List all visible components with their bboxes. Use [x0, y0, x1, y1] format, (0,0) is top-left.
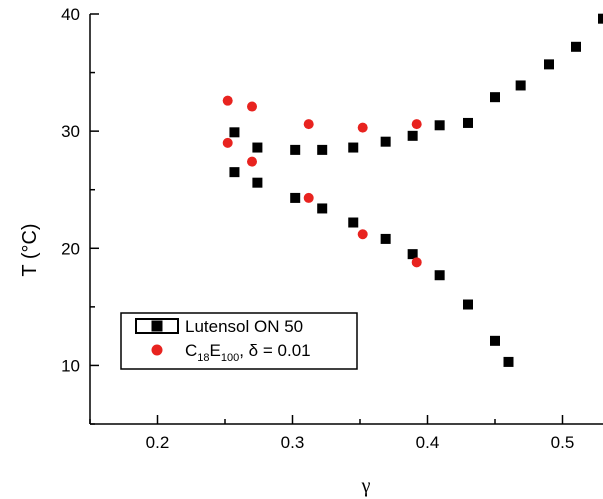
axes — [89, 14, 603, 425]
point-s0-20 — [503, 356, 514, 367]
point-s0-24 — [598, 13, 603, 24]
point-s0-10 — [380, 136, 391, 147]
point-s0-11 — [380, 233, 391, 244]
point-s0-9 — [348, 217, 359, 228]
x-tick-label-0: 0.2 — [146, 433, 170, 452]
point-s1-2 — [247, 101, 257, 112]
ticks — [89, 13, 564, 425]
point-s0-6 — [317, 144, 328, 155]
legend-label-lutensol: Lutensol ON 50 — [185, 317, 303, 336]
point-s1-6 — [357, 122, 368, 133]
point-s0-23 — [571, 41, 581, 52]
point-s1-1 — [222, 137, 233, 148]
tick-labels: 0.2 0.3 0.4 0.5 10 20 30 40 — [61, 5, 574, 452]
point-s0-18 — [490, 92, 500, 103]
legend-swatch-outline — [135, 318, 179, 334]
y-tick-label-1: 20 — [61, 239, 80, 258]
y-tick-label-0: 10 — [61, 356, 80, 375]
legend-marker-circle — [151, 344, 163, 356]
point-s0-16 — [463, 117, 473, 128]
x-tick-label-3: 0.5 — [551, 433, 575, 452]
legend-c-sub: 18 — [197, 352, 209, 364]
legend-c: C — [185, 341, 197, 360]
x-axis-title: γ — [361, 475, 371, 497]
point-s1-4 — [303, 119, 314, 130]
point-s1-8 — [411, 119, 422, 130]
legend-rest: , δ = 0.01 — [239, 341, 310, 360]
point-s1-9 — [411, 257, 422, 268]
point-s0-7 — [317, 203, 328, 214]
point-s0-13 — [407, 249, 418, 260]
point-s0-4 — [290, 144, 301, 155]
legend-marker-square — [151, 320, 163, 332]
data-points — [222, 13, 603, 367]
x-tick-label-1: 0.3 — [281, 433, 305, 452]
point-s0-19 — [490, 335, 500, 346]
legend-e-sub: 100 — [221, 352, 239, 364]
point-s0-22 — [544, 59, 554, 70]
point-s1-3 — [247, 156, 257, 167]
point-s0-21 — [515, 80, 526, 91]
x-tick-label-2: 0.4 — [416, 433, 440, 452]
point-s0-12 — [407, 130, 418, 141]
legend-label-c18e100: C18E100, δ = 0.01 — [185, 341, 311, 364]
point-s0-5 — [290, 192, 301, 203]
point-s0-3 — [252, 177, 263, 188]
y-axis-title: T (°C) — [19, 223, 41, 276]
point-s0-1 — [229, 167, 240, 178]
point-s0-15 — [434, 270, 445, 281]
point-s1-5 — [303, 192, 314, 203]
point-s0-8 — [348, 142, 359, 153]
point-s1-0 — [222, 95, 233, 106]
point-s0-14 — [434, 120, 445, 131]
point-s1-7 — [357, 229, 368, 240]
point-s0-17 — [463, 299, 473, 310]
legend: Lutensol ON 50 C18E100, δ = 0.01 — [120, 312, 358, 370]
legend-e: E — [210, 341, 221, 360]
y-tick-label-3: 40 — [61, 5, 80, 24]
point-s0-2 — [252, 142, 263, 153]
y-tick-label-2: 30 — [61, 122, 80, 141]
point-s0-0 — [229, 127, 240, 138]
